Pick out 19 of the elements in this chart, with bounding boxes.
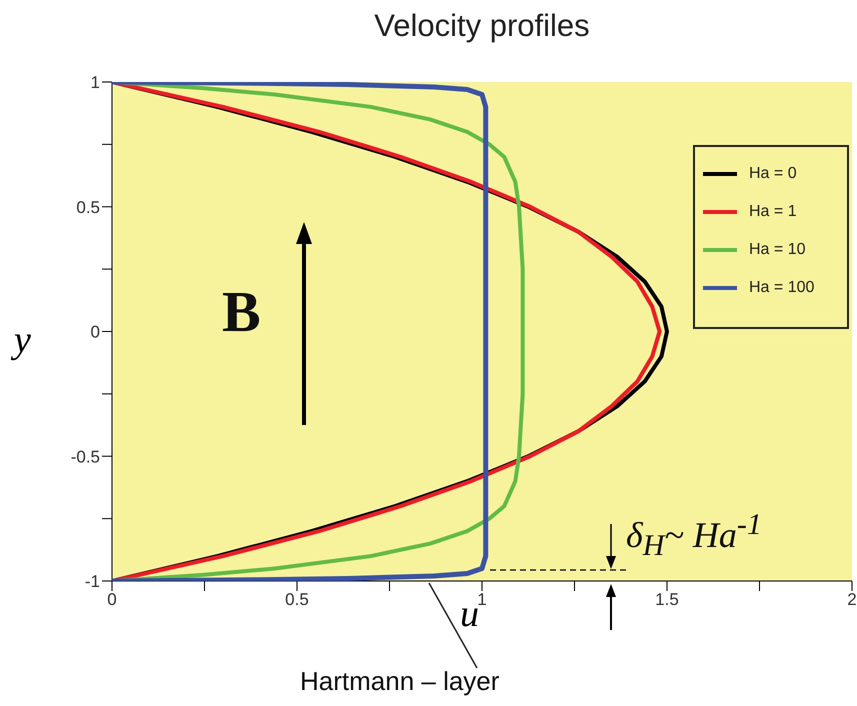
x-tick-label: 0 — [107, 590, 117, 610]
x-tick-label: 1 — [477, 590, 487, 610]
legend-label: Ha = 0 — [749, 165, 797, 183]
annotation: B — [222, 279, 261, 344]
x-tick-label: 0.5 — [285, 590, 309, 610]
annotation: δ$_{H}$~ Ha$^{-1}$ — [626, 508, 762, 562]
legend-label: Ha = 1 — [749, 203, 797, 221]
chart-title: Velocity profiles — [373, 8, 591, 44]
legend-label: Ha = 100 — [749, 279, 814, 297]
y-tick-label: 0 — [90, 322, 100, 342]
y-tick-label: 0.5 — [76, 198, 100, 217]
y-tick-label: 1 — [90, 73, 100, 92]
y-tick-label: -0.5 — [70, 447, 100, 466]
text: Hartmann – layer — [300, 666, 500, 696]
x-tick-label: 2 — [847, 590, 857, 610]
legend-label: Ha = 10 — [749, 241, 806, 259]
x-tick-label: 1.5 — [655, 590, 679, 610]
y-tick-label: -1 — [84, 572, 100, 592]
x-axis-title: u — [460, 592, 479, 636]
